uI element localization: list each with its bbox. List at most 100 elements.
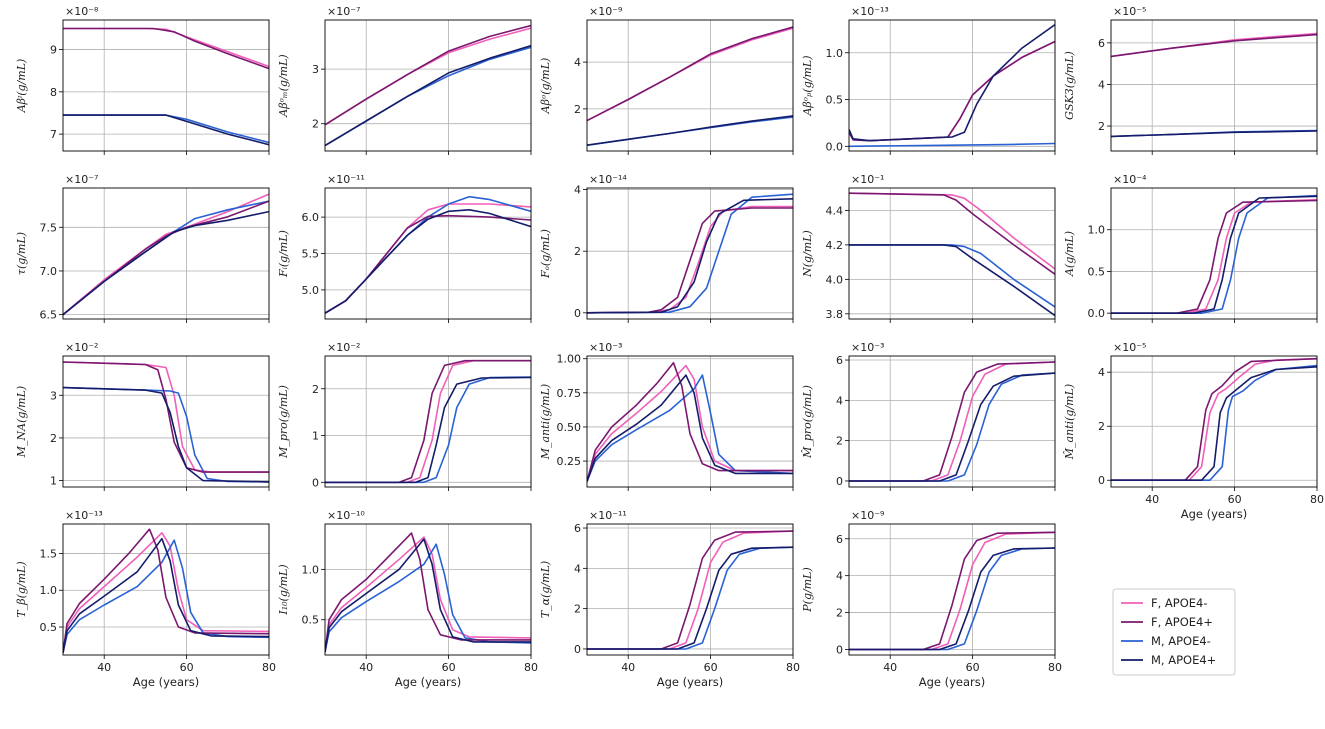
y-tick-label: 0.5 bbox=[302, 614, 320, 627]
series-line-f-apoe4-pos bbox=[325, 214, 531, 314]
series-line-f-apoe4-neg bbox=[63, 193, 269, 316]
y-axis-label: M_pro(g/mL) bbox=[277, 385, 290, 459]
panel-mpro-hat: 0 2 4 6 ×10⁻³ M̂_pro(g/mL) bbox=[801, 341, 1056, 491]
y-tick-label: 0.0 bbox=[1088, 307, 1106, 320]
series-line-f-apoe4-pos bbox=[1111, 199, 1317, 314]
y-axis-label: τ(g/mL) bbox=[15, 232, 28, 275]
scale-multiplier: ×10⁻¹³ bbox=[65, 509, 103, 522]
series-line-f-apoe4-neg bbox=[325, 203, 531, 314]
series-line-f-apoe4-pos bbox=[63, 27, 269, 70]
y-tick-label: 1.0 bbox=[302, 563, 320, 576]
x-tick-label: 80 bbox=[1310, 493, 1324, 506]
series-line-f-apoe4-pos bbox=[587, 530, 793, 650]
y-tick-label: 0 bbox=[1098, 474, 1105, 487]
scale-multiplier: ×10⁻⁷ bbox=[65, 173, 98, 186]
scale-multiplier: ×10⁻⁷ bbox=[327, 5, 360, 18]
series-line-m-apoe4-pos bbox=[325, 44, 531, 147]
y-tick-label: 4.0 bbox=[826, 273, 844, 286]
panel-tau: 6.5 7.0 7.5 ×10⁻⁷ τ(g/mL) bbox=[15, 173, 270, 323]
x-axis-label: Age (years) bbox=[1181, 507, 1248, 521]
y-tick-label: 3.8 bbox=[826, 308, 844, 321]
y-tick-label: 0 bbox=[574, 643, 581, 656]
series-line-m-apoe4-neg bbox=[325, 195, 531, 314]
y-tick-label: 4 bbox=[1098, 366, 1105, 379]
y-tick-label: 6.5 bbox=[40, 309, 58, 322]
scale-multiplier: ×10⁻¹⁴ bbox=[589, 173, 627, 186]
y-axis-label: I₁₀(g/mL) bbox=[277, 564, 290, 615]
series-line-m-apoe4-pos bbox=[1111, 366, 1317, 481]
series-line-f-apoe4-neg bbox=[63, 361, 269, 473]
y-axis-label: Aβᵒ(g/mL) bbox=[539, 58, 552, 115]
y-tick-label: 0.5 bbox=[1088, 265, 1106, 278]
y-tick-label: 9 bbox=[50, 44, 57, 57]
series-line-m-apoe4-pos bbox=[587, 198, 793, 314]
axes-frame bbox=[586, 523, 794, 656]
series-line-f-apoe4-neg bbox=[1111, 357, 1317, 481]
panel-a: 0.0 0.5 1.0 ×10⁻⁴ A(g/mL) bbox=[1063, 173, 1318, 323]
x-tick-label: 60 bbox=[966, 661, 980, 674]
panel-manti-hat: 0 2 4 40 60 80 Age (years) ×10⁻⁵ M̂_anti(g/mL) bbox=[1063, 341, 1324, 521]
series-line-m-apoe4-pos bbox=[587, 115, 793, 146]
y-tick-label: 1 bbox=[50, 475, 57, 488]
scale-multiplier: ×10⁻⁹ bbox=[851, 509, 884, 522]
axes-frame bbox=[324, 187, 532, 320]
series-line-f-apoe4-pos bbox=[325, 359, 531, 484]
y-tick-label: 0 bbox=[574, 307, 581, 320]
y-tick-label: 3 bbox=[50, 389, 57, 402]
panel-mpro: 0 1 2 ×10⁻² M_pro(g/mL) bbox=[277, 341, 532, 491]
y-tick-label: 1.0 bbox=[1088, 224, 1106, 237]
scale-multiplier: ×10⁻¹³ bbox=[851, 5, 889, 18]
axes-frame bbox=[324, 355, 532, 488]
panel-abeta-p: 0.0 0.5 1.0 ×10⁻¹³ Aβᵒₚ(g/mL) bbox=[801, 5, 1056, 155]
x-axis-label: Age (years) bbox=[395, 675, 462, 689]
y-tick-label: 5.0 bbox=[302, 284, 320, 297]
y-tick-label: 0.0 bbox=[826, 140, 844, 153]
y-tick-label: 1.00 bbox=[557, 353, 582, 366]
series-line-m-apoe4-neg bbox=[587, 193, 793, 314]
y-tick-label: 0.5 bbox=[40, 621, 58, 634]
axes-frame bbox=[1110, 355, 1318, 488]
scale-multiplier: ×10⁻⁹ bbox=[589, 5, 622, 18]
x-tick-label: 60 bbox=[1228, 493, 1242, 506]
y-tick-label: 2 bbox=[836, 435, 843, 448]
axes-frame bbox=[848, 187, 1056, 320]
y-tick-label: 7 bbox=[50, 128, 57, 141]
x-tick-label: 40 bbox=[883, 661, 897, 674]
y-tick-label: 7.0 bbox=[40, 265, 58, 278]
series-line-m-apoe4-neg bbox=[63, 114, 269, 144]
y-tick-label: 4.2 bbox=[826, 239, 844, 252]
y-tick-label: 4 bbox=[1098, 78, 1105, 91]
legend-label: F, APOE4+ bbox=[1151, 615, 1213, 629]
y-tick-label: 4 bbox=[574, 56, 581, 69]
y-axis-label: M̂_pro(g/mL) bbox=[801, 385, 814, 459]
scale-multiplier: ×10⁻³ bbox=[589, 341, 622, 354]
y-tick-label: 0.50 bbox=[557, 421, 582, 434]
x-tick-label: 40 bbox=[359, 661, 373, 674]
series-line-m-apoe4-pos bbox=[587, 546, 793, 650]
panel-p: 0 2 4 6 40 60 80 Age (years) ×10⁻⁹ P(g/mL) bbox=[801, 509, 1062, 689]
panel-n: 3.8 4.0 4.2 4.4 ×10⁻¹ N(g/mL) bbox=[801, 173, 1056, 323]
y-tick-label: 4 bbox=[836, 570, 843, 583]
axes-frame bbox=[848, 355, 1056, 488]
axes-frame bbox=[324, 523, 532, 656]
legend-label: F, APOE4- bbox=[1151, 596, 1208, 610]
y-axis-label: M_NA(g/mL) bbox=[15, 386, 28, 458]
axes-frame bbox=[62, 523, 270, 656]
y-tick-label: 3 bbox=[312, 63, 319, 76]
y-tick-label: 2 bbox=[836, 607, 843, 620]
series-line-f-apoe4-neg bbox=[63, 27, 269, 68]
axes-frame bbox=[62, 19, 270, 152]
y-axis-label: N(g/mL) bbox=[801, 230, 814, 278]
series-line-f-apoe4-neg bbox=[587, 530, 793, 650]
axes-frame bbox=[62, 187, 270, 320]
axes-frame bbox=[1110, 19, 1318, 152]
series-line-f-apoe4-pos bbox=[63, 361, 269, 473]
axes-frame bbox=[586, 187, 794, 320]
series-line-m-apoe4-neg bbox=[849, 244, 1055, 308]
series-line-f-apoe4-pos bbox=[587, 207, 793, 314]
series-line-f-apoe4-pos bbox=[587, 362, 793, 482]
x-tick-label: 60 bbox=[180, 661, 194, 674]
series-line-m-apoe4-neg bbox=[325, 376, 531, 484]
axes-frame bbox=[848, 523, 1056, 656]
y-tick-label: 2 bbox=[1098, 120, 1105, 133]
